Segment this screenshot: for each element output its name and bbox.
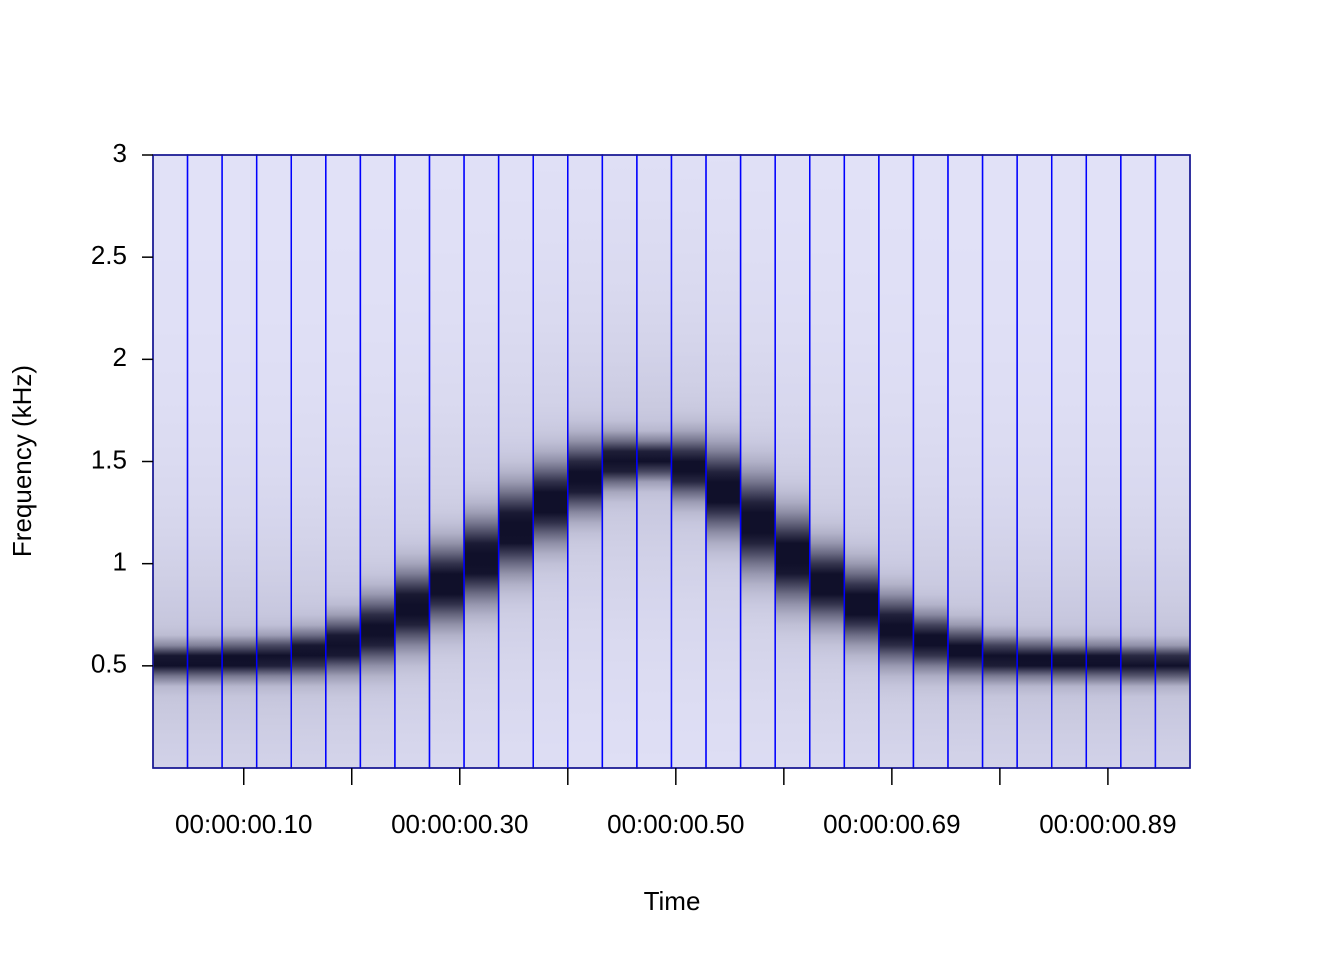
y-tick-label: 2 bbox=[113, 342, 127, 372]
spectrum-frame bbox=[670, 154, 707, 769]
spectrum-frame bbox=[774, 154, 811, 769]
x-tick-label: 00:00:00.50 bbox=[607, 809, 744, 839]
spectrum-frame bbox=[947, 154, 984, 769]
spectrum-frame bbox=[463, 154, 500, 769]
y-tick-label: 3 bbox=[113, 138, 127, 168]
spectrum-frame bbox=[1050, 154, 1088, 769]
y-axis-label: Frequency (kHz) bbox=[7, 365, 37, 557]
spectrum-frame bbox=[532, 154, 569, 769]
spectrum-frame bbox=[1154, 154, 1191, 769]
spectrum-frame bbox=[186, 154, 223, 769]
spectrum-frame bbox=[739, 154, 776, 769]
spectrum-frame bbox=[601, 154, 638, 769]
spectrum-frame bbox=[152, 154, 189, 769]
spectrum-frame bbox=[878, 154, 915, 769]
spectrum-frame bbox=[843, 154, 880, 769]
spectrum-frame bbox=[1085, 154, 1122, 769]
spectrum-frame bbox=[221, 154, 258, 769]
spectrum-frame bbox=[497, 154, 534, 769]
spectrum-frame bbox=[567, 154, 604, 769]
spectrum-frame bbox=[1120, 154, 1157, 769]
spectrum-frame bbox=[359, 154, 396, 769]
x-tick-label: 00:00:00.30 bbox=[391, 809, 528, 839]
y-tick-label: 0.5 bbox=[91, 649, 127, 679]
spectrum-frame bbox=[325, 154, 362, 769]
spectrum-frame bbox=[1016, 154, 1053, 769]
y-tick-label: 1.5 bbox=[91, 444, 127, 474]
spectrum-frame bbox=[981, 154, 1018, 769]
x-tick-label: 00:00:00.89 bbox=[1039, 809, 1176, 839]
y-tick-label: 1 bbox=[113, 547, 127, 577]
spectrum-frame bbox=[428, 154, 465, 769]
x-tick-label: 00:00:00.69 bbox=[823, 809, 960, 839]
x-axis-label: Time bbox=[644, 886, 701, 916]
spectrum-frame bbox=[290, 154, 327, 769]
x-tick-label: 00:00:00.10 bbox=[175, 809, 312, 839]
spectrum-frame bbox=[636, 154, 673, 769]
spectrum-frame bbox=[394, 154, 431, 769]
spectrum-frame bbox=[912, 154, 949, 769]
spectrum-frame bbox=[255, 154, 293, 769]
spectrum-frame bbox=[809, 154, 846, 769]
spectrum-frame bbox=[705, 154, 742, 769]
y-tick-label: 2.5 bbox=[91, 240, 127, 270]
